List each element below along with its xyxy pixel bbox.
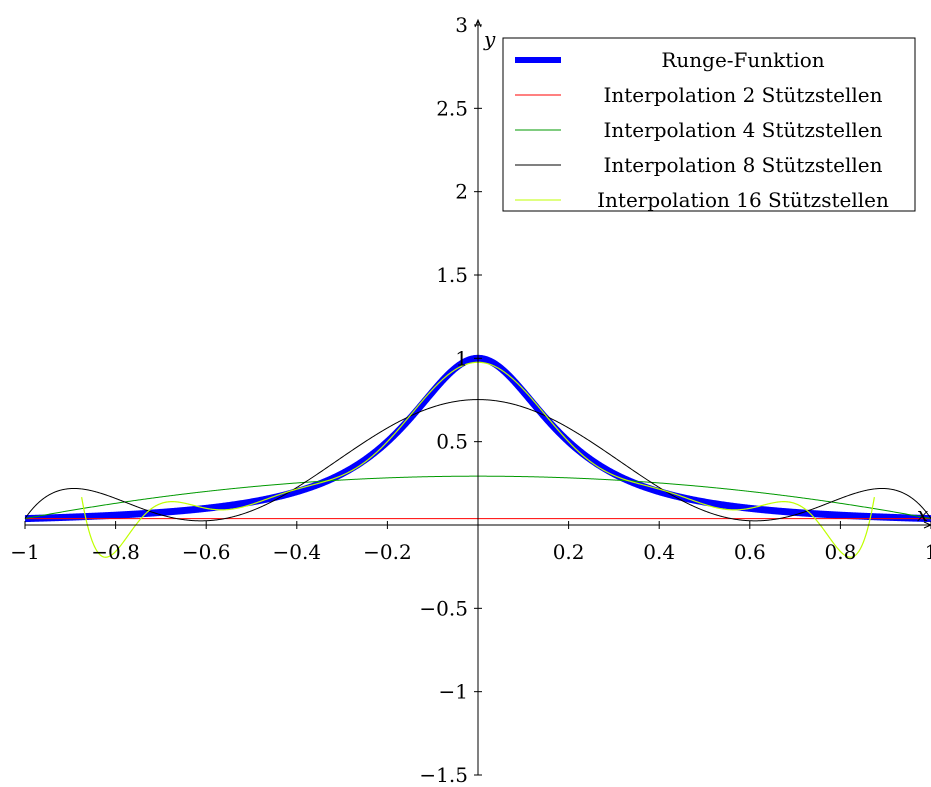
x-axis-label: x [917, 502, 928, 526]
x-axis-arrow [923, 521, 931, 529]
legend-entry: Interpolation 16 Stützstellen [597, 188, 889, 212]
y-tick-label: 2.5 [436, 96, 468, 120]
y-axis-label: y [483, 27, 496, 51]
legend-entry: Interpolation 4 Stützstellen [603, 118, 882, 142]
y-tick-label: 2 [455, 180, 468, 204]
x-tick-label: −0.4 [273, 540, 322, 564]
y-tick-label: −1.5 [419, 763, 468, 787]
x-tick-label: 0.6 [734, 540, 766, 564]
legend-box [502, 37, 916, 212]
y-tick-label: 1.5 [436, 263, 468, 287]
y-tick-label: 0.5 [436, 430, 468, 454]
x-tick-label: 0.8 [824, 540, 856, 564]
y-tick-label: 1 [455, 346, 468, 370]
x-tick-label: 1 [925, 540, 931, 564]
x-tick-label: −0.8 [91, 540, 140, 564]
x-tick-label: 0.2 [553, 540, 585, 564]
axes: x y −1 −0.8 −0.6 −0.4 −0.2 0.2 0.4 0.6 0.8 1 −1.5 −1 −… [10, 13, 931, 787]
legend-entry: Interpolation 8 Stützstellen [603, 153, 882, 177]
y-tick-label: 3 [455, 13, 468, 37]
legend-entry: Interpolation 2 Stützstellen [603, 83, 882, 107]
x-tick-label: −0.6 [182, 540, 231, 564]
x-tick-label: 0.4 [643, 540, 675, 564]
y-tick-label: −1 [439, 680, 468, 704]
x-tick-label: −0.2 [363, 540, 412, 564]
legend: Runge-Funktion Interpolation 2 Stützstell… [502, 37, 916, 212]
legend-entry: Runge-Funktion [661, 48, 824, 72]
y-tick-label: −0.5 [419, 596, 468, 620]
x-tick-label: −1 [10, 540, 39, 564]
